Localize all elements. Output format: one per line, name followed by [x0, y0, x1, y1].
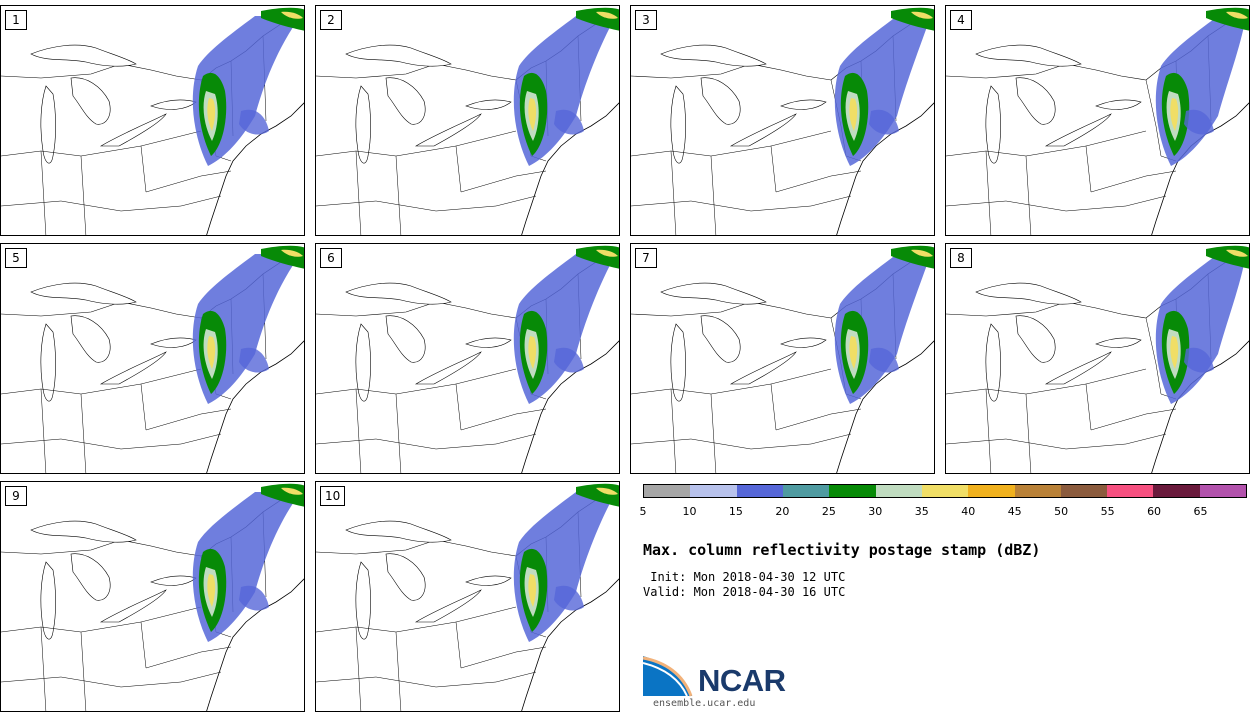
colorbar-segment	[875, 485, 922, 497]
reflectivity-map	[316, 483, 619, 711]
colorbar-tick-label: 65	[1193, 505, 1208, 518]
reflectivity-map	[631, 245, 934, 473]
member-panel-6: 6	[315, 243, 620, 474]
ncar-logo-icon	[643, 656, 693, 697]
colorbar-tick-label: 45	[1007, 505, 1022, 518]
colorbar-tick-label: 25	[821, 505, 836, 518]
colorbar-tick-label: 60	[1147, 505, 1162, 518]
init-time: Init: Mon 2018-04-30 12 UTC	[643, 570, 846, 584]
member-label: 2	[320, 10, 342, 30]
colorbar-ticks: 5 10 15 20 25 30 35 40 45 50 55 60 65	[639, 505, 1247, 519]
member-panel-5: 5	[0, 243, 305, 474]
colorbar-tick-label: 30	[868, 505, 883, 518]
member-panel-8: 8	[945, 243, 1250, 474]
member-panel-9: 9	[0, 481, 305, 712]
site-url[interactable]: ensemble.ucar.edu	[653, 698, 756, 709]
reflectivity-map	[1, 483, 304, 711]
colorbar-segment	[921, 485, 969, 497]
colorbar-tick-label: 15	[728, 505, 743, 518]
member-label: 6	[320, 248, 342, 268]
colorbar-segment	[1107, 485, 1154, 497]
reflectivity-map	[946, 245, 1249, 473]
valid-time: Valid: Mon 2018-04-30 16 UTC	[643, 585, 846, 599]
colorbar-segment	[736, 485, 783, 497]
member-label: 1	[5, 10, 27, 30]
ncar-wordmark: NCAR	[698, 663, 786, 698]
member-panel-4: 4	[945, 5, 1250, 236]
colorbar-segment	[829, 485, 876, 497]
member-label: 10	[320, 486, 346, 506]
reflectivity-map	[1, 245, 304, 473]
member-panel-1: 1	[0, 5, 305, 236]
colorbar-tick-label: 10	[682, 505, 697, 518]
member-panel-3: 3	[630, 5, 935, 236]
colorbar-tick-label: 40	[961, 505, 976, 518]
colorbar-segment	[968, 485, 1015, 497]
member-panel-7: 7	[630, 243, 935, 474]
colorbar-tick-label: 55	[1100, 505, 1115, 518]
member-label: 9	[5, 486, 27, 506]
colorbar-segment	[1014, 485, 1061, 497]
colorbar-tick-label: 35	[914, 505, 929, 518]
member-label: 3	[635, 10, 657, 30]
member-label: 4	[950, 10, 972, 30]
reflectivity-map	[946, 7, 1249, 235]
member-label: 5	[5, 248, 27, 268]
colorbar-segment	[1060, 485, 1108, 497]
reflectivity-map	[1, 7, 304, 235]
colorbar-tick-label: 5	[639, 505, 647, 518]
reflectivity-map	[316, 7, 619, 235]
colorbar-segment	[1153, 485, 1200, 497]
colorbar-segment	[644, 485, 691, 497]
plot-title: Max. column reflectivity postage stamp (…	[643, 541, 1041, 559]
member-label: 7	[635, 248, 657, 268]
member-panel-2: 2	[315, 5, 620, 236]
colorbar-segment	[690, 485, 737, 497]
reflectivity-map	[316, 245, 619, 473]
reflectivity-colorbar	[643, 484, 1247, 498]
colorbar-tick-label: 50	[1054, 505, 1069, 518]
colorbar-segment	[782, 485, 830, 497]
member-label: 8	[950, 248, 972, 268]
member-panel-10: 10	[315, 481, 620, 712]
colorbar-segment	[1199, 485, 1247, 497]
colorbar-tick-label: 20	[775, 505, 790, 518]
reflectivity-map	[631, 7, 934, 235]
